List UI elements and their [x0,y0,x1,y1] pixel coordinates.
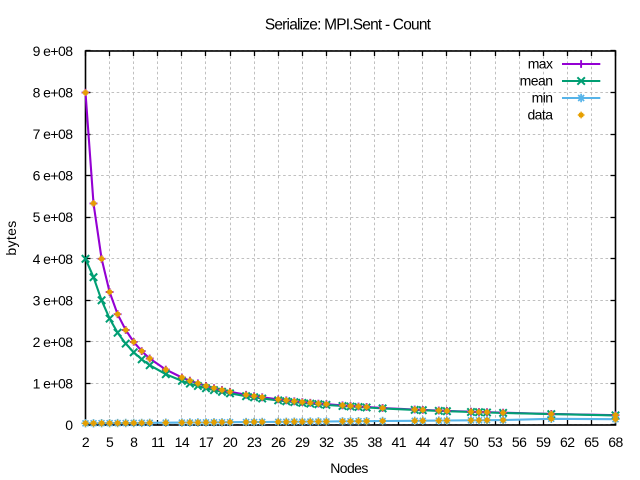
svg-text:8 e+08: 8 e+08 [33,85,74,101]
svg-text:44: 44 [416,434,431,450]
svg-text:50: 50 [464,434,479,450]
svg-text:11: 11 [151,434,165,450]
svg-text:4 e+08: 4 e+08 [33,251,74,267]
svg-text:Serialize: MPI.Sent - Count: Serialize: MPI.Sent - Count [265,16,432,33]
svg-text:32: 32 [319,434,334,450]
svg-text:data: data [527,107,553,123]
svg-text:bytes: bytes [3,220,19,255]
svg-text:20: 20 [223,434,238,450]
svg-text:26: 26 [271,434,286,450]
svg-text:35: 35 [343,434,358,450]
svg-text:6 e+08: 6 e+08 [33,168,74,184]
svg-text:23: 23 [247,434,262,450]
svg-text:2: 2 [82,434,90,450]
svg-text:47: 47 [440,434,455,450]
svg-text:2 e+08: 2 e+08 [33,334,74,350]
svg-text:mean: mean [520,73,553,89]
svg-text:3 e+08: 3 e+08 [33,292,74,308]
svg-text:Nodes: Nodes [330,460,368,476]
svg-text:min: min [532,90,553,106]
svg-text:5: 5 [106,434,114,450]
svg-text:62: 62 [560,434,575,450]
svg-text:8: 8 [130,434,138,450]
svg-text:41: 41 [391,434,406,450]
svg-text:59: 59 [536,434,551,450]
svg-text:17: 17 [199,434,214,450]
svg-text:56: 56 [512,434,527,450]
svg-text:38: 38 [367,434,382,450]
svg-text:9 e+08: 9 e+08 [33,43,74,59]
svg-text:29: 29 [295,434,310,450]
svg-text:0: 0 [65,417,73,433]
svg-text:14: 14 [175,434,190,450]
svg-text:7 e+08: 7 e+08 [33,126,74,142]
svg-text:5 e+08: 5 e+08 [33,209,74,225]
svg-text:53: 53 [488,434,503,450]
svg-text:max: max [528,56,553,72]
svg-text:65: 65 [584,434,599,450]
svg-text:68: 68 [608,434,623,450]
svg-text:1 e+08: 1 e+08 [33,375,74,391]
